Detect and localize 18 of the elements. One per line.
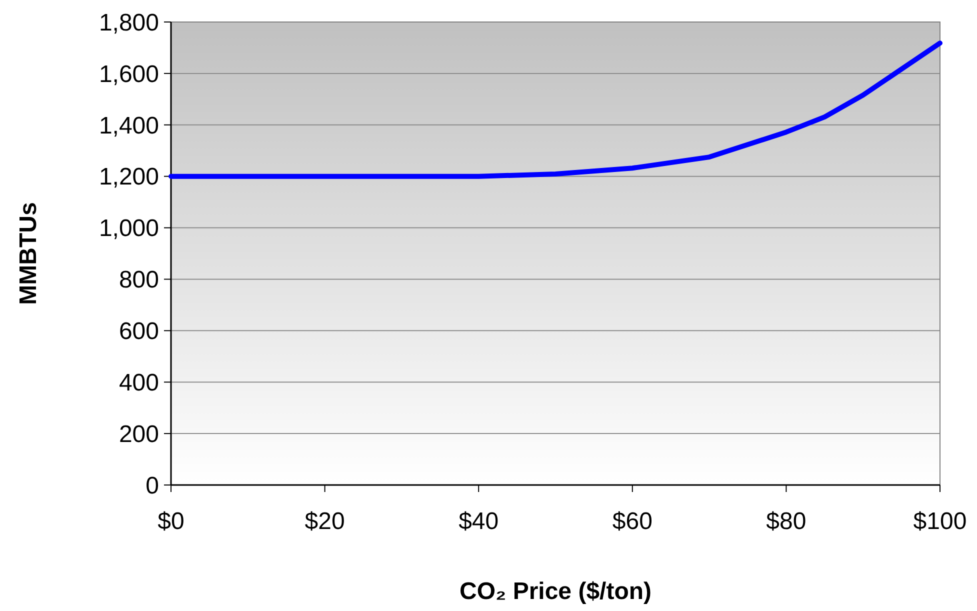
x-tick-label: $60 (612, 508, 652, 535)
x-tick-label: $40 (458, 508, 499, 535)
y-tick-label: 1,200 (98, 164, 159, 191)
y-tick-label: 400 (118, 370, 159, 397)
y-tick-label: 800 (118, 266, 159, 294)
x-axis-title: CO₂ Price ($/ton) (459, 578, 652, 605)
x-tick-label: $0 (158, 508, 184, 535)
y-tick-label: 200 (118, 420, 159, 448)
y-axis-title: MMBTUs (15, 202, 42, 305)
x-tick-label: $80 (766, 508, 806, 535)
y-tick-label: 1,600 (98, 60, 159, 88)
y-tick-label: 600 (118, 318, 159, 346)
y-tick-label: 0 (146, 472, 159, 500)
x-tick-label: $20 (304, 508, 345, 535)
y-tick-label: 1,800 (98, 9, 159, 36)
x-tick-label: $100 (913, 508, 967, 535)
y-tick-label: 1,000 (98, 215, 159, 242)
y-tick-label: 1,400 (98, 112, 159, 140)
